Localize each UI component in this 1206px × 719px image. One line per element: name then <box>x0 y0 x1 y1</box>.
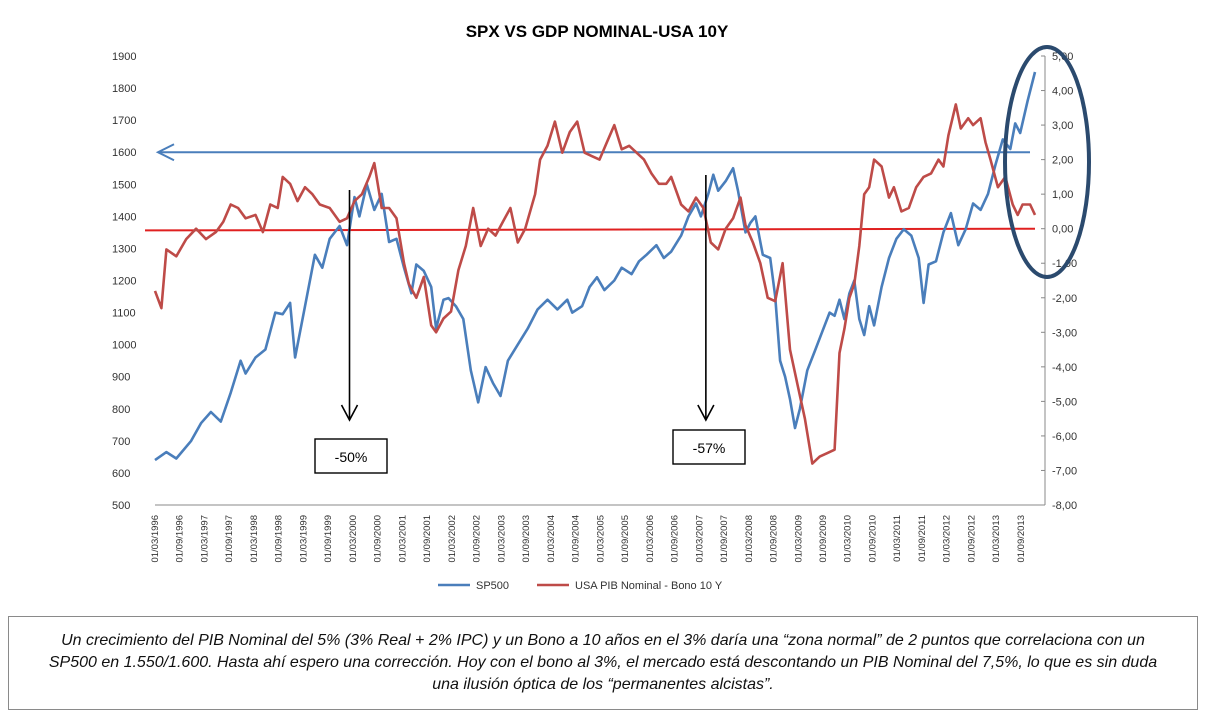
x-tick-label: 01/03/2000 <box>348 515 359 563</box>
y-left-tick-label: 1100 <box>112 308 136 320</box>
x-tick-label: 01/09/2011 <box>917 515 928 562</box>
y-left-tick-label: 1900 <box>112 51 136 63</box>
drop-arrow-head <box>697 404 715 422</box>
x-tick-label: 01/03/2005 <box>595 515 606 563</box>
x-tick-label: 01/09/2009 <box>818 515 829 563</box>
x-tick-label: 01/03/1998 <box>249 515 260 563</box>
x-tick-label: 01/03/2003 <box>496 515 507 563</box>
highlight-ellipse <box>1003 45 1091 279</box>
x-tick-label: 01/03/2012 <box>942 515 953 563</box>
x-tick-label: 01/03/2009 <box>793 515 804 563</box>
x-tick-label: 01/03/1999 <box>298 515 309 563</box>
y-right-tick-label: -3,00 <box>1052 327 1077 339</box>
y-left-tick-label: 1500 <box>112 179 136 191</box>
y-right-tick-label: 3,00 <box>1052 120 1073 132</box>
y-left-tick-label: 700 <box>112 436 130 448</box>
chart: SPX VS GDP NOMINAL-USA 10Y 1900 1800 1700 16… <box>112 22 1091 592</box>
caption-text: Un crecimiento del PIB Nominal del 5% (3… <box>48 632 1158 693</box>
x-tick-label: 01/09/1997 <box>224 515 235 563</box>
y-left-tick-label: 1600 <box>112 147 136 159</box>
y-right-tick-label: -2,00 <box>1052 293 1077 305</box>
x-tick-label: 01/03/2010 <box>843 515 854 563</box>
x-tick-label: 01/03/2011 <box>892 515 903 562</box>
x-tick-label: 01/03/2007 <box>694 515 705 563</box>
drop-label-box <box>672 429 746 465</box>
y-left-tick-label: 1300 <box>112 243 136 255</box>
x-tick-label: 01/09/2007 <box>719 515 730 563</box>
y-left-tick-label: 1700 <box>112 115 136 127</box>
y-left-tick-label: 1400 <box>112 211 136 223</box>
x-tick-label: 01/03/1996 <box>150 515 161 563</box>
x-tick-label: 01/09/2010 <box>867 515 878 563</box>
x-tick-label: 01/09/1998 <box>274 515 285 563</box>
y-left-tick-label: 900 <box>112 372 130 384</box>
x-tick-label: 01/09/2001 <box>422 515 433 563</box>
chart-title: SPX VS GDP NOMINAL-USA 10Y <box>466 22 729 41</box>
legend-label-pib-bono: USA PIB Nominal - Bono 10 Y <box>575 580 723 592</box>
x-tick-label: 01/03/1997 <box>199 515 210 563</box>
x-tick-label: 01/03/2006 <box>645 515 656 563</box>
y-left-tick-label: 1800 <box>112 83 136 95</box>
x-tick-label: 01/03/2008 <box>744 515 755 563</box>
y-left-tick-label: 600 <box>112 468 130 480</box>
y-left-tick-label: 1200 <box>112 276 136 288</box>
x-tick-label: 01/09/2006 <box>670 515 681 563</box>
sp500-series-line <box>154 71 1037 462</box>
y-left-tick-label: 500 <box>112 500 130 512</box>
x-tick-label: 01/09/2004 <box>571 515 582 563</box>
pib-bono-series-line <box>153 103 1037 465</box>
x-tick-label: 01/03/2004 <box>546 515 557 563</box>
drop-label-box <box>314 438 388 474</box>
drop-label: -57% <box>693 440 726 456</box>
y-left-tick-label: 1000 <box>112 340 136 352</box>
y-right-tick-label: 0,00 <box>1052 224 1073 236</box>
x-tick-label: 01/09/1999 <box>323 515 334 563</box>
x-tick-label: 01/09/2005 <box>620 515 631 563</box>
x-tick-label: 01/09/1996 <box>175 515 186 563</box>
horizontal-zero-line <box>144 227 1036 232</box>
x-tick-label: 01/09/2002 <box>472 515 483 563</box>
y-right-tick-label: -8,00 <box>1052 500 1077 512</box>
x-tick-label: 01/09/2008 <box>769 515 780 563</box>
y-left-tick-label: 800 <box>112 404 130 416</box>
drop-arrow-head <box>340 404 359 422</box>
y-right-tick-label: -7,00 <box>1052 465 1077 477</box>
y-right-tick-label: 2,00 <box>1052 155 1073 167</box>
x-tick-label: 01/03/2013 <box>991 515 1002 563</box>
x-tick-label: 01/09/2012 <box>966 515 977 563</box>
y-right-tick-label: 1,00 <box>1052 189 1073 201</box>
drop-label: -50% <box>335 449 368 465</box>
caption-box: Un crecimiento del PIB Nominal del 5% (3… <box>8 616 1198 710</box>
x-tick-label: 01/03/2002 <box>447 515 458 563</box>
x-tick-label: 01/09/2013 <box>1016 515 1027 563</box>
y-right-tick-label: -5,00 <box>1052 396 1077 408</box>
x-tick-label: 01/09/2000 <box>373 515 384 563</box>
x-tick-label: 01/03/2001 <box>397 515 408 563</box>
y-right-tick-label: -4,00 <box>1052 362 1077 374</box>
left-arrow-head <box>155 143 175 162</box>
y-right-tick-label: -6,00 <box>1052 431 1077 443</box>
x-tick-label: 01/09/2003 <box>521 515 532 563</box>
legend-label-sp500: SP500 <box>476 580 509 592</box>
y-right-tick-label: 4,00 <box>1052 86 1073 98</box>
